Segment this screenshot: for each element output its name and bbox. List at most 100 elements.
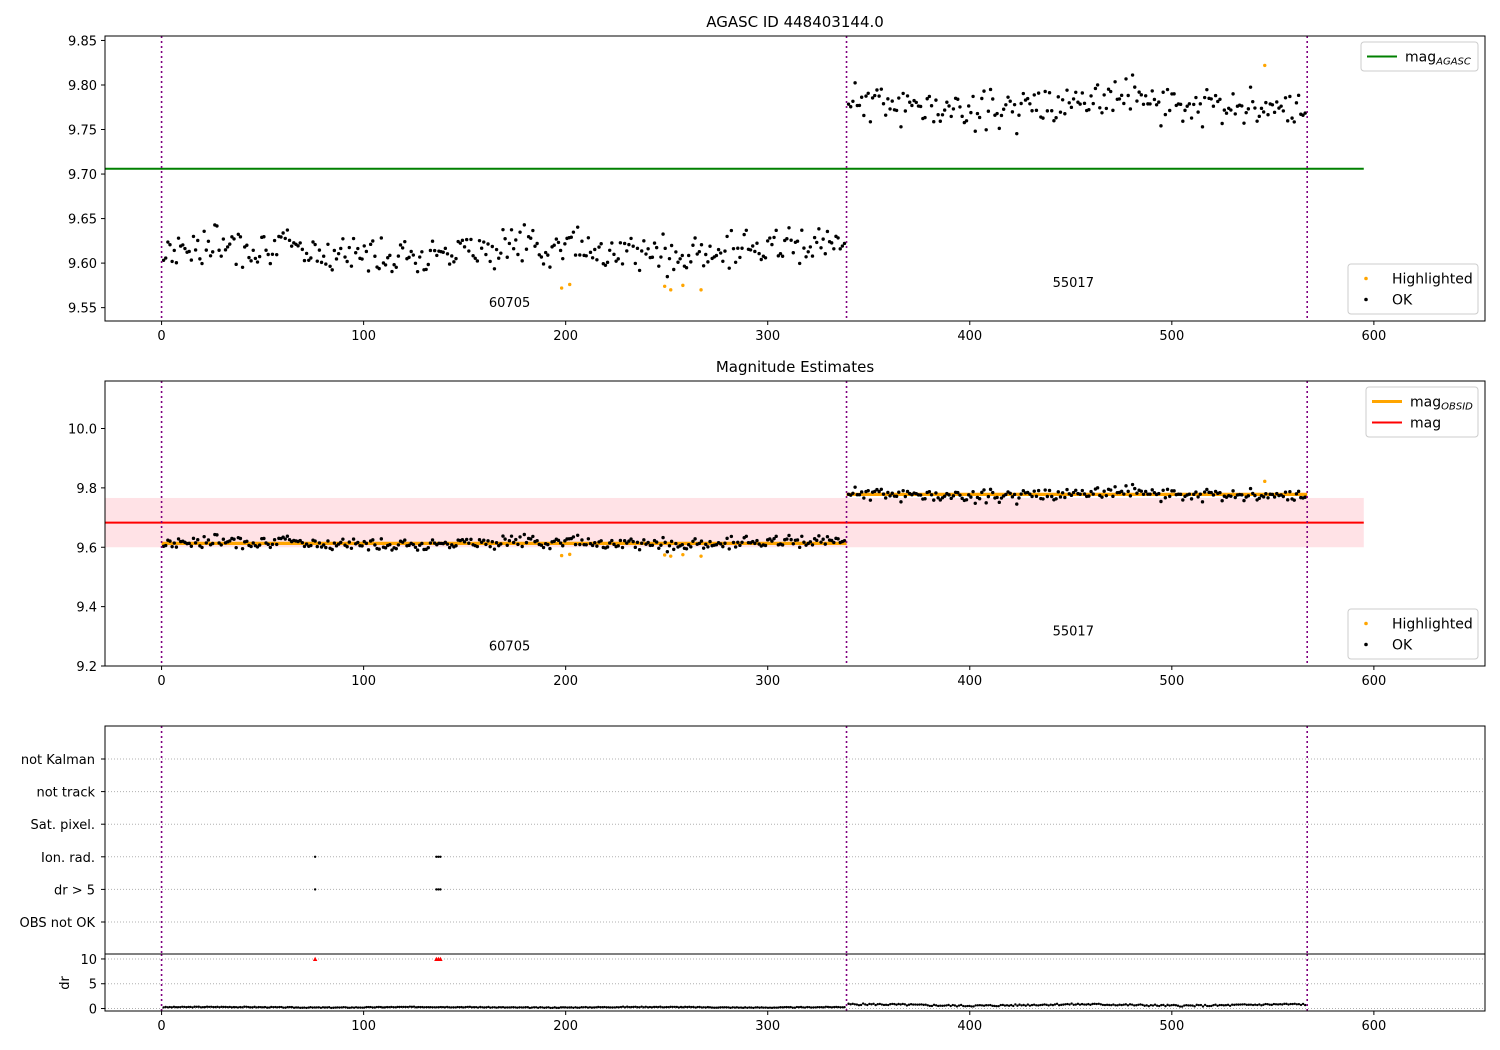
ok-point: [1172, 489, 1176, 493]
ok-point: [366, 269, 371, 273]
dr-point: [1107, 1003, 1111, 1007]
dr-point: [737, 1006, 741, 1009]
ok-point: [349, 264, 354, 268]
dr-point: [551, 1006, 554, 1010]
dr-point: [1089, 1003, 1092, 1007]
ok-point: [1168, 108, 1172, 113]
ok-point: [868, 120, 873, 124]
ok-point: [977, 115, 982, 120]
dr-point: [750, 1006, 753, 1009]
ok-point: [494, 541, 499, 545]
ok-point: [584, 254, 588, 258]
ok-point: [971, 94, 975, 99]
ok-point: [1056, 490, 1060, 494]
ok-point: [800, 534, 804, 538]
dr-point: [1160, 1003, 1163, 1007]
dr-point: [1228, 1004, 1232, 1008]
dr-point: [760, 1006, 763, 1009]
dr-point: [1224, 1003, 1228, 1007]
ok-point: [373, 254, 377, 258]
ok-point: [608, 248, 612, 252]
dr-point: [772, 1006, 776, 1009]
dr-point: [317, 1006, 321, 1009]
ok-point: [731, 246, 736, 251]
dr-point: [1020, 1004, 1023, 1007]
ok-point: [842, 538, 847, 543]
ok-point: [642, 239, 646, 243]
dr-point: [822, 1006, 826, 1009]
dr-point: [866, 1003, 869, 1007]
ok-point: [772, 536, 776, 541]
ok-point: [674, 250, 678, 254]
x-tick-label: 600: [1361, 674, 1386, 689]
ok-point: [701, 546, 706, 550]
dr-point: [723, 1006, 726, 1009]
ok-point: [785, 537, 789, 541]
dr-point: [406, 1005, 410, 1009]
dr-point: [640, 1005, 643, 1008]
ok-point: [1141, 102, 1146, 106]
dr-point: [543, 1006, 546, 1009]
dr-point: [941, 1004, 944, 1008]
ok-point: [825, 535, 830, 539]
dr-point: [903, 1003, 907, 1006]
ok-point: [595, 258, 599, 262]
ok-point: [524, 540, 529, 545]
dr-point: [408, 1005, 412, 1008]
ok-point: [309, 543, 313, 548]
dr-point: [853, 1003, 856, 1006]
ok-point: [285, 228, 290, 232]
ok-point: [815, 538, 819, 543]
ok-point: [514, 238, 518, 242]
ok-point: [1240, 493, 1244, 497]
ok-point: [1187, 102, 1192, 106]
ok-point: [296, 244, 300, 248]
ok-point: [428, 248, 433, 253]
ok-point: [563, 242, 567, 246]
ok-point: [217, 541, 221, 545]
dr-point: [433, 1006, 436, 1009]
dr-point: [785, 1005, 788, 1009]
dr-point: [928, 1004, 932, 1008]
highlighted-point: [1263, 63, 1267, 68]
dr-point: [661, 1006, 664, 1009]
dr-point: [1082, 1003, 1086, 1006]
ok-point: [1277, 106, 1281, 110]
dr-point: [379, 1005, 383, 1009]
dr-point: [679, 1005, 683, 1009]
dr-point: [170, 1006, 174, 1009]
ok-point: [1211, 493, 1216, 497]
ok-point: [697, 541, 702, 546]
ok-point: [1089, 489, 1093, 494]
ok-point: [810, 543, 815, 547]
dr-point: [818, 1006, 821, 1009]
dr-point: [1180, 1005, 1184, 1008]
ok-point: [424, 267, 428, 272]
ok-point: [415, 269, 420, 274]
highlighted-point: [1263, 479, 1267, 484]
ok-point: [1157, 491, 1161, 496]
dr-point: [216, 1005, 219, 1009]
ok-point: [509, 534, 514, 538]
y-tick-label: 9.75: [68, 124, 97, 139]
dr-point: [234, 1005, 238, 1009]
dr-point: [1187, 1004, 1190, 1007]
ok-point: [699, 539, 704, 543]
ok-point: [309, 256, 313, 260]
ok-point: [475, 259, 480, 263]
ok-point: [522, 223, 527, 227]
dr-point: [1051, 1003, 1055, 1007]
ok-point: [580, 538, 584, 542]
dr-point: [590, 1006, 594, 1009]
ok-point: [689, 545, 693, 549]
ok-point: [247, 255, 251, 260]
ok-point: [543, 250, 548, 255]
ok-point: [753, 249, 757, 254]
ok-point: [287, 238, 292, 243]
x-tick-label: 100: [351, 1019, 376, 1034]
ok-point: [1021, 91, 1026, 96]
dr-point: [437, 1006, 441, 1009]
ok-point: [486, 539, 490, 543]
ok-point: [1220, 499, 1224, 503]
ok-point: [571, 230, 576, 234]
